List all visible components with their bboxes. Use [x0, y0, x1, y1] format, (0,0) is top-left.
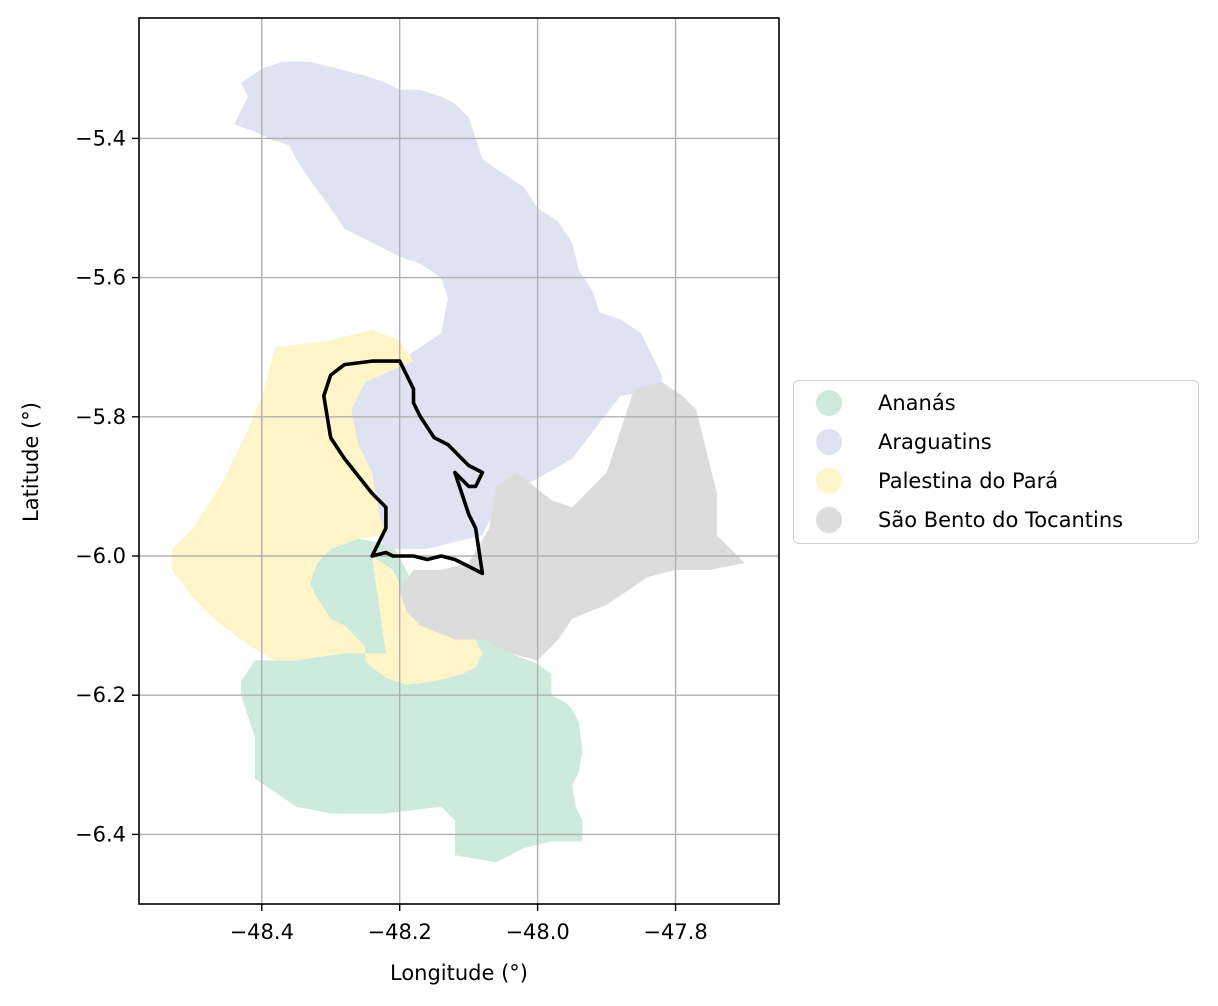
x-tick-label: −47.8 [643, 920, 707, 944]
legend-swatch [816, 390, 842, 416]
y-tick-label: −5.6 [75, 266, 126, 290]
x-tick-label: −48.0 [505, 920, 569, 944]
region-layer [172, 61, 745, 863]
legend-swatch [816, 468, 842, 494]
region-araguatins [234, 61, 662, 550]
region-ananas [241, 538, 583, 863]
legend-item-sao-bento-do-tocantins: São Bento do Tocantins [816, 505, 1123, 535]
x-tick-label: −48.2 [368, 920, 432, 944]
legend-item-araguatins: Araguatins [816, 427, 992, 457]
legend-label: Ananás [878, 391, 956, 415]
y-axis-title: Latitude (°) [19, 402, 43, 522]
y-tick-label: −6.2 [75, 683, 126, 707]
x-tick-label: −48.4 [230, 920, 294, 944]
highlight-outline [321, 359, 485, 576]
plot-frame [138, 17, 780, 905]
y-tick-label: −6.4 [75, 822, 126, 846]
region-sao-bento-do-tocantins [399, 382, 745, 661]
legend: Ananás Araguatins Palestina do Pará São Ben… [793, 380, 1199, 544]
x-axis-title: Longitude (°) [390, 961, 528, 985]
x-axis-ticks: −48.4 −48.2 −48.0 −47.8 [230, 904, 708, 944]
legend-item-palestina-do-para: Palestina do Pará [816, 466, 1058, 496]
grid-layer [139, 18, 779, 904]
y-tick-label: −6.0 [75, 544, 126, 568]
outline-layer [321, 359, 485, 576]
legend-swatch [816, 507, 842, 533]
legend-label: Araguatins [878, 430, 992, 454]
region-palestina-do-para [172, 329, 483, 685]
legend-item-ananas: Ananás [816, 388, 956, 418]
legend-swatch [816, 429, 842, 455]
legend-label: Palestina do Pará [878, 469, 1059, 493]
legend-label: São Bento do Tocantins [878, 508, 1124, 532]
y-axis-ticks: −5.4 −5.6 −5.8 −6.0 −6.2 −6.4 [75, 126, 139, 846]
y-tick-label: −5.8 [75, 405, 126, 429]
y-tick-label: −5.4 [75, 126, 126, 150]
